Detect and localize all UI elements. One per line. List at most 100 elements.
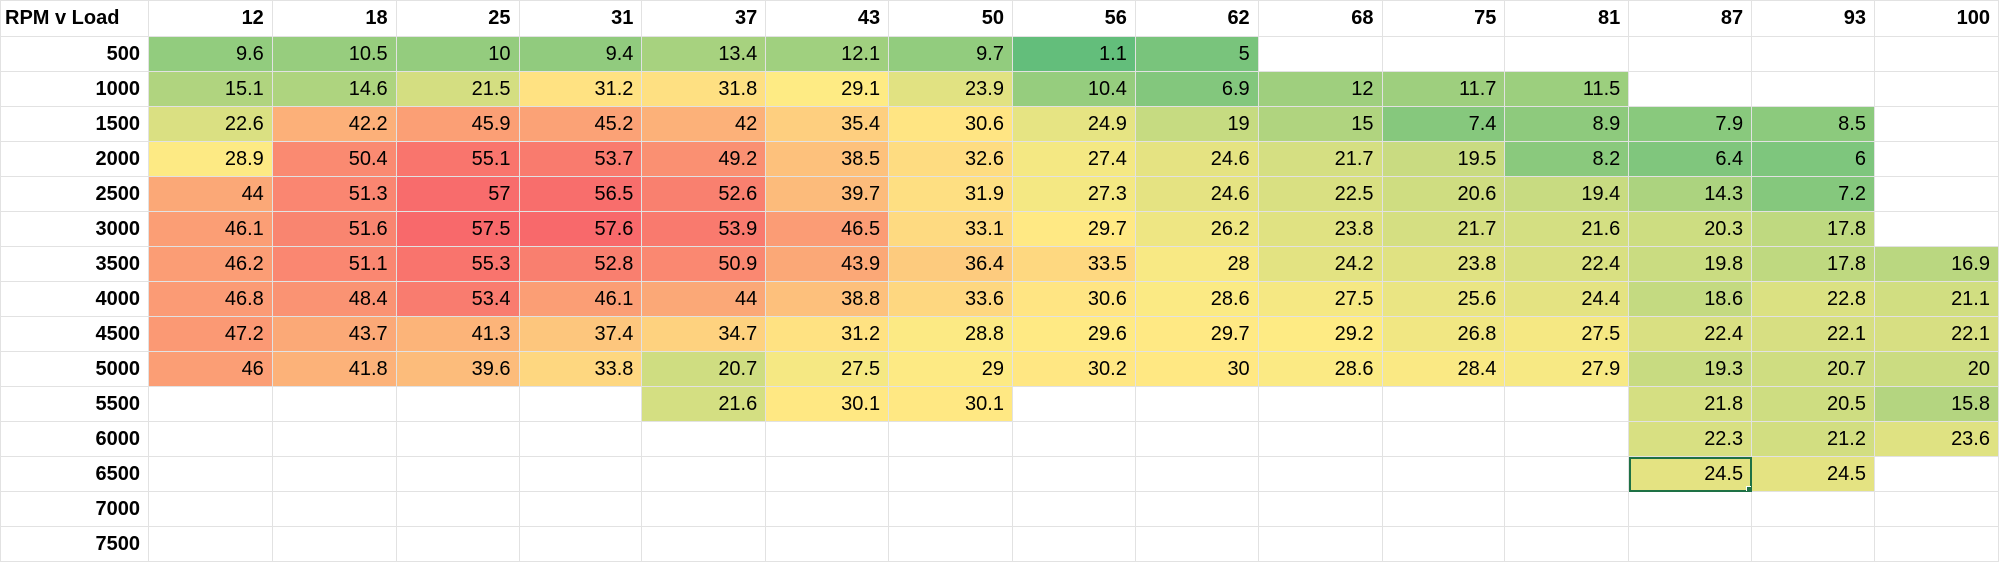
data-cell[interactable]: 52.8 (518, 246, 643, 282)
data-cell[interactable] (888, 421, 1013, 457)
column-header[interactable]: 56 (1011, 0, 1136, 37)
data-cell[interactable]: 6 (1751, 141, 1875, 177)
data-cell[interactable]: 20.3 (1628, 211, 1753, 247)
data-cell[interactable] (1011, 491, 1136, 527)
data-cell[interactable] (147, 456, 273, 492)
data-cell[interactable]: 27.5 (1504, 316, 1630, 352)
selected-cell[interactable]: 24.5 (1628, 456, 1753, 492)
row-label[interactable]: 5500 (0, 386, 149, 422)
data-cell[interactable] (1011, 456, 1136, 492)
column-header[interactable]: 87 (1628, 0, 1753, 37)
data-cell[interactable] (888, 456, 1013, 492)
data-cell[interactable] (765, 421, 890, 457)
data-cell[interactable] (1504, 526, 1630, 562)
data-cell[interactable]: 22.5 (1257, 176, 1383, 212)
data-cell[interactable]: 43.9 (765, 246, 890, 282)
data-cell[interactable] (641, 491, 767, 527)
data-cell[interactable]: 29.1 (765, 71, 890, 107)
data-cell[interactable]: 29.7 (1134, 316, 1259, 352)
data-cell[interactable]: 45.2 (518, 106, 643, 142)
data-cell[interactable]: 36.4 (888, 246, 1013, 282)
data-cell[interactable]: 33.1 (888, 211, 1013, 247)
data-cell[interactable]: 27.5 (1257, 281, 1383, 317)
data-cell[interactable] (641, 456, 767, 492)
data-cell[interactable]: 7.2 (1751, 176, 1875, 212)
data-cell[interactable] (1381, 456, 1506, 492)
column-header[interactable]: 25 (395, 0, 520, 37)
data-cell[interactable]: 31.8 (641, 71, 767, 107)
fill-handle[interactable] (1746, 486, 1751, 491)
data-cell[interactable]: 33.8 (518, 351, 643, 387)
data-cell[interactable]: 47.2 (147, 316, 273, 352)
data-cell[interactable] (888, 491, 1013, 527)
data-cell[interactable]: 33.6 (888, 281, 1013, 317)
data-cell[interactable]: 30.1 (888, 386, 1013, 422)
data-cell[interactable]: 17.8 (1751, 211, 1875, 247)
data-cell[interactable] (1504, 421, 1630, 457)
data-cell[interactable]: 30.2 (1011, 351, 1136, 387)
data-cell[interactable] (1257, 456, 1383, 492)
data-cell[interactable]: 5 (1134, 36, 1259, 72)
row-label[interactable]: 3500 (0, 246, 149, 282)
data-cell[interactable]: 24.4 (1504, 281, 1630, 317)
data-cell[interactable]: 28.6 (1134, 281, 1259, 317)
data-cell[interactable] (1257, 526, 1383, 562)
data-cell[interactable]: 27.4 (1011, 141, 1136, 177)
data-cell[interactable] (395, 421, 520, 457)
data-cell[interactable] (1873, 211, 1999, 247)
data-cell[interactable]: 42.2 (271, 106, 397, 142)
data-cell[interactable]: 51.1 (271, 246, 397, 282)
data-cell[interactable]: 24.6 (1134, 176, 1259, 212)
data-cell[interactable]: 12.1 (765, 36, 890, 72)
row-label[interactable]: 1500 (0, 106, 149, 142)
data-cell[interactable] (395, 491, 520, 527)
data-cell[interactable]: 19.5 (1381, 141, 1506, 177)
row-label[interactable]: 500 (0, 36, 149, 72)
data-cell[interactable]: 23.9 (888, 71, 1013, 107)
data-cell[interactable]: 9.4 (518, 36, 643, 72)
column-header[interactable]: 50 (888, 0, 1013, 37)
data-cell[interactable]: 15.1 (147, 71, 273, 107)
data-cell[interactable] (271, 526, 397, 562)
row-label[interactable]: 1000 (0, 71, 149, 107)
data-cell[interactable]: 23.8 (1381, 246, 1506, 282)
data-cell[interactable]: 34.7 (641, 316, 767, 352)
data-cell[interactable]: 26.8 (1381, 316, 1506, 352)
data-cell[interactable]: 30 (1134, 351, 1259, 387)
data-cell[interactable]: 31.9 (888, 176, 1013, 212)
data-cell[interactable]: 42 (641, 106, 767, 142)
data-cell[interactable]: 28 (1134, 246, 1259, 282)
data-cell[interactable]: 20.5 (1751, 386, 1875, 422)
data-cell[interactable] (1011, 526, 1136, 562)
data-cell[interactable]: 50.9 (641, 246, 767, 282)
data-cell[interactable] (271, 421, 397, 457)
data-cell[interactable] (518, 526, 643, 562)
data-cell[interactable]: 20.7 (641, 351, 767, 387)
data-cell[interactable]: 12 (1257, 71, 1383, 107)
data-cell[interactable]: 21.5 (395, 71, 520, 107)
column-header[interactable]: 31 (518, 0, 643, 37)
column-header[interactable]: 81 (1504, 0, 1630, 37)
column-header[interactable]: 18 (271, 0, 397, 37)
data-cell[interactable] (518, 456, 643, 492)
data-cell[interactable]: 21.7 (1381, 211, 1506, 247)
data-cell[interactable] (1628, 71, 1753, 107)
data-cell[interactable]: 22.8 (1751, 281, 1875, 317)
data-cell[interactable]: 29.7 (1011, 211, 1136, 247)
data-cell[interactable]: 24.9 (1011, 106, 1136, 142)
data-cell[interactable]: 14.6 (271, 71, 397, 107)
data-cell[interactable]: 44 (147, 176, 273, 212)
data-cell[interactable] (1134, 421, 1259, 457)
data-cell[interactable]: 29.6 (1011, 316, 1136, 352)
data-cell[interactable]: 26.2 (1134, 211, 1259, 247)
data-cell[interactable] (1628, 491, 1753, 527)
data-cell[interactable]: 46.1 (147, 211, 273, 247)
data-cell[interactable]: 7.9 (1628, 106, 1753, 142)
data-cell[interactable]: 22.3 (1628, 421, 1753, 457)
data-cell[interactable]: 30.6 (888, 106, 1013, 142)
data-cell[interactable]: 27.5 (765, 351, 890, 387)
row-label[interactable]: 3000 (0, 211, 149, 247)
data-cell[interactable]: 41.8 (271, 351, 397, 387)
data-cell[interactable] (1873, 106, 1999, 142)
data-cell[interactable]: 46.5 (765, 211, 890, 247)
